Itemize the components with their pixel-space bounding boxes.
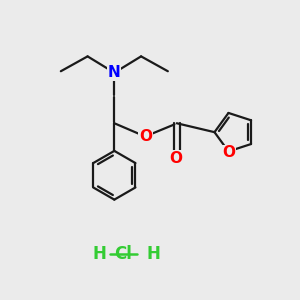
Text: O: O bbox=[139, 129, 152, 144]
Text: H: H bbox=[146, 245, 160, 263]
Text: N: N bbox=[108, 65, 121, 80]
Text: Cl: Cl bbox=[114, 245, 132, 263]
Text: O: O bbox=[222, 146, 235, 160]
Text: O: O bbox=[169, 151, 182, 166]
Text: H: H bbox=[92, 245, 106, 263]
